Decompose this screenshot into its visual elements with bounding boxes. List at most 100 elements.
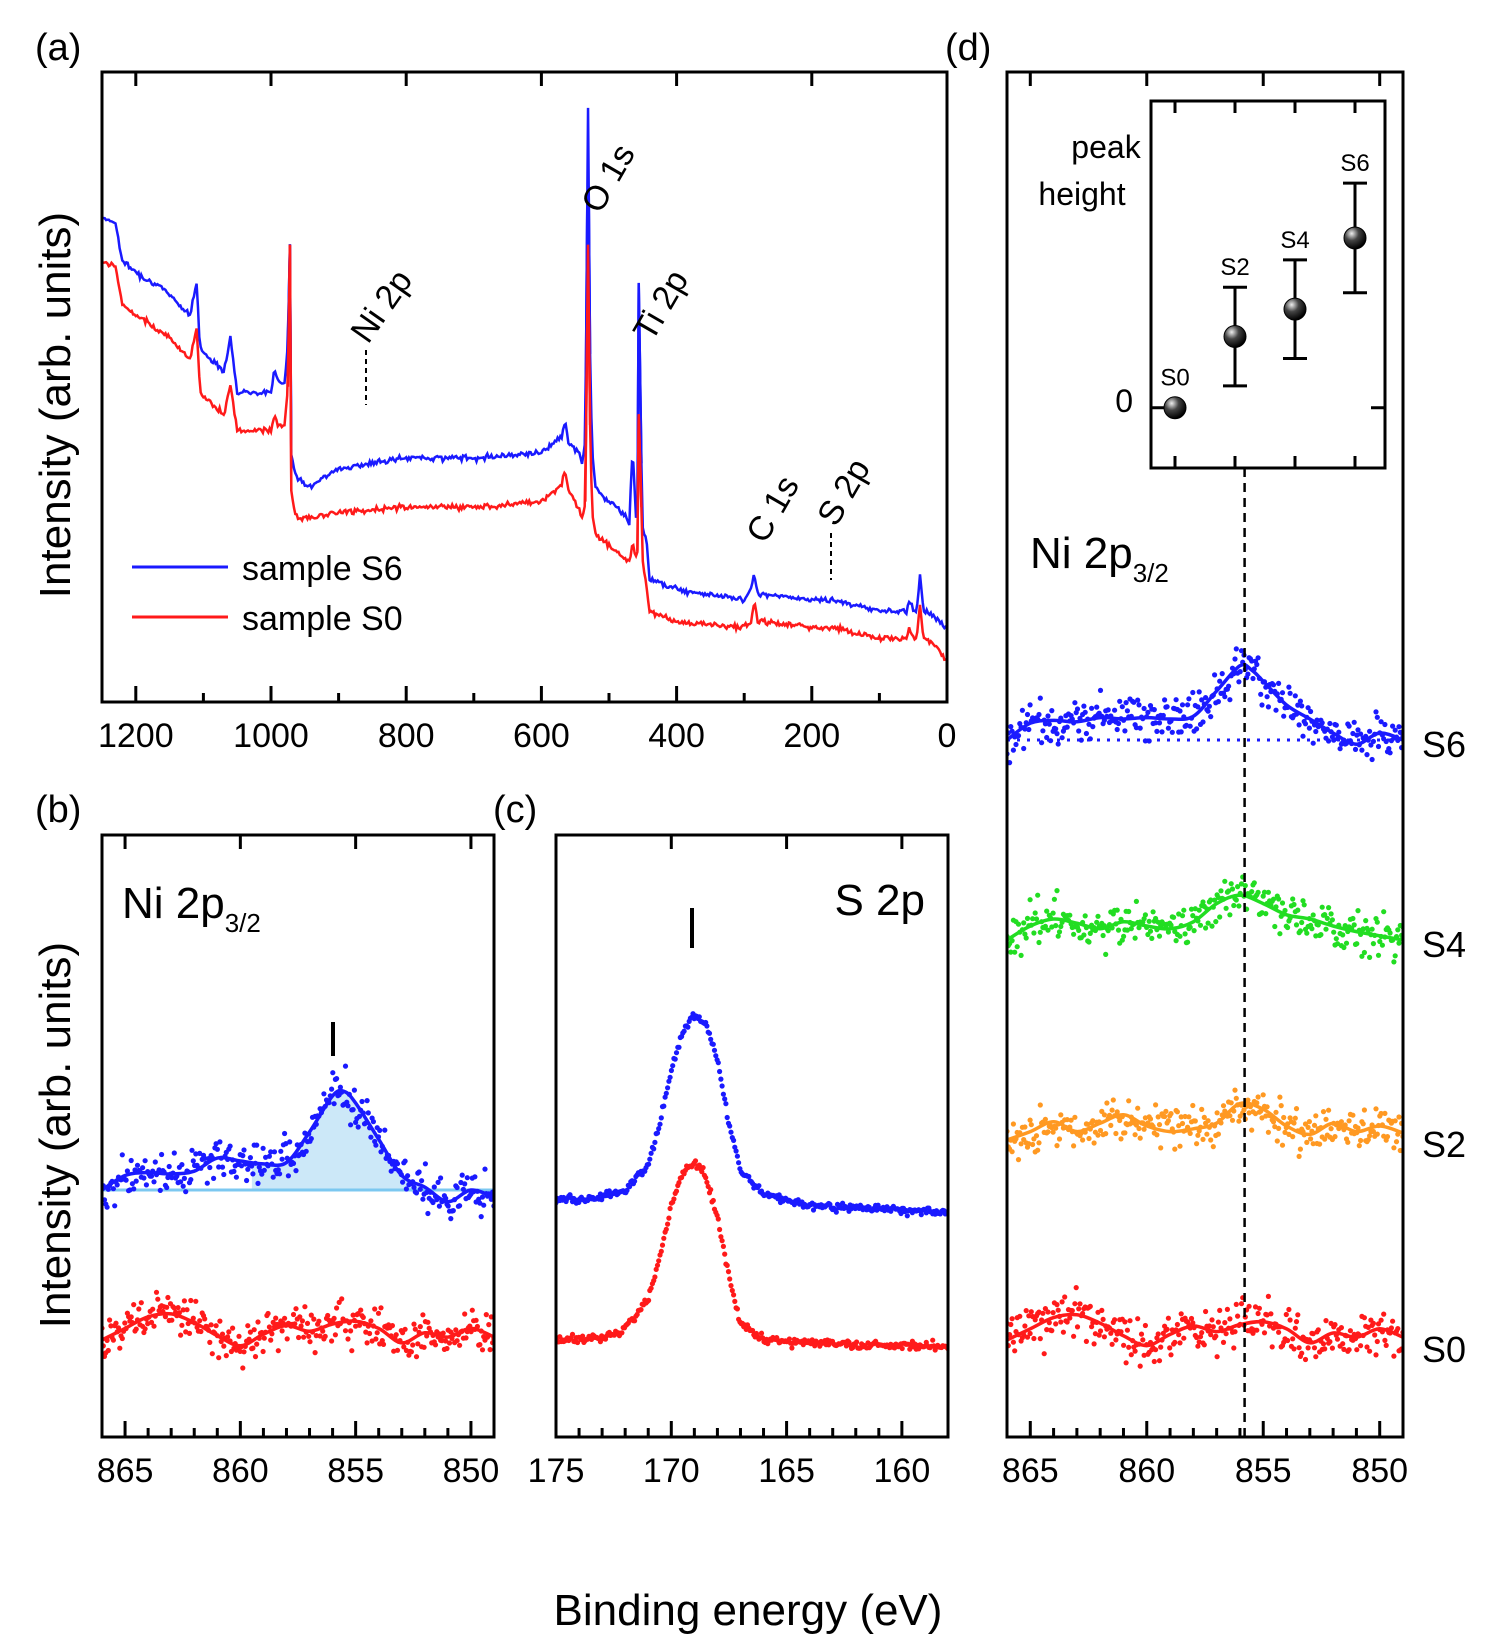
panel-d-point-s4 xyxy=(1377,938,1383,945)
panel-d-point-s0 xyxy=(1154,1335,1160,1341)
panel-d-point-s2 xyxy=(1095,1132,1101,1138)
panel-b-point-s6 xyxy=(293,1168,299,1174)
panel-d-point-s0 xyxy=(1172,1339,1178,1345)
panel-c-point-s0 xyxy=(717,1226,723,1233)
panel-d-point-s6 xyxy=(1195,704,1201,710)
panel-b-point-s0 xyxy=(339,1296,345,1302)
panel-d-point-s6 xyxy=(1367,728,1373,734)
panel-b-point-s0 xyxy=(345,1336,351,1342)
panel-d-point-s4 xyxy=(1142,912,1148,918)
panel-d-point-s4 xyxy=(1208,897,1214,903)
panel-d-point-s2 xyxy=(1326,1107,1332,1113)
panel-c-point-s6 xyxy=(904,1213,910,1219)
panel-b-point-s0 xyxy=(389,1323,395,1329)
panel-b-point-s0 xyxy=(420,1312,426,1318)
panel-d-point-s4 xyxy=(1121,933,1127,940)
panel-d-point-s6 xyxy=(1346,723,1352,729)
panel-b-point-s0 xyxy=(252,1354,259,1360)
panel-d-point-s6 xyxy=(1227,697,1233,703)
panel-b-point-s0 xyxy=(225,1334,231,1340)
panel-d-point-s2 xyxy=(1332,1134,1338,1140)
panel-d-point-s6 xyxy=(1296,722,1302,728)
panel-d-point-s0 xyxy=(1381,1311,1387,1317)
panel-d-point-s0 xyxy=(1155,1331,1161,1337)
panel-d-point-s4 xyxy=(1279,900,1286,906)
panel-d-point-s0 xyxy=(1210,1324,1216,1330)
panel-d-point-s0 xyxy=(1346,1347,1352,1353)
panel-b-point-s0 xyxy=(469,1307,475,1313)
panel-d-point-s2 xyxy=(1278,1103,1284,1109)
panel-d-point-s6 xyxy=(1237,669,1243,675)
panel-b-point-s6 xyxy=(445,1203,451,1209)
panel-b-point-s6 xyxy=(303,1148,309,1154)
panel-b-point-s6 xyxy=(114,1182,120,1188)
panel-d-point-s4 xyxy=(1105,928,1111,934)
panel-d-point-s2 xyxy=(1396,1114,1402,1120)
panel-d-point-s6 xyxy=(1258,691,1264,697)
panel-d-point-s2 xyxy=(1260,1092,1266,1098)
panel-c-point-s6 xyxy=(708,1036,714,1042)
panel-d-point-s2 xyxy=(1147,1116,1154,1122)
panel-b-point-s6 xyxy=(183,1189,189,1195)
panel-b-point-s0 xyxy=(250,1345,256,1351)
panel-d-point-s4 xyxy=(1343,940,1350,946)
panel-c-point-s0 xyxy=(899,1345,905,1352)
panel-d-point-s2 xyxy=(1374,1131,1380,1137)
panel-d-point-s4 xyxy=(1392,953,1398,959)
panel-b-point-s0 xyxy=(255,1319,261,1325)
panel-d-point-s4 xyxy=(1309,926,1315,932)
panel-d-point-s4 xyxy=(1037,929,1043,935)
panel-b-point-s6 xyxy=(254,1142,260,1148)
panel-b-point-s6 xyxy=(214,1146,220,1152)
panel-d-point-s2 xyxy=(1165,1118,1171,1124)
panel-d-point-s4 xyxy=(1082,913,1088,919)
panel-c-point-s0 xyxy=(729,1287,735,1294)
panel-d-point-s6 xyxy=(1205,708,1211,714)
panel-b-point-s0 xyxy=(279,1328,285,1334)
panel-b-point-s6 xyxy=(178,1179,184,1185)
panel-d-point-s4 xyxy=(1227,912,1233,918)
panel-c-point-s0 xyxy=(656,1258,662,1264)
panel-c-point-s6 xyxy=(918,1212,924,1218)
panel-d-point-s6 xyxy=(1053,726,1059,732)
panel-b-point-s0 xyxy=(273,1315,279,1321)
panel-d-point-s0 xyxy=(1217,1307,1223,1313)
panel-d-point-s2 xyxy=(1323,1116,1329,1122)
panel-d-point-s6 xyxy=(1286,684,1292,690)
panel-b-point-s0 xyxy=(216,1355,222,1361)
panel-d-point-s6 xyxy=(1010,747,1017,753)
panel-d-point-s6 xyxy=(1396,724,1402,730)
panel-d-point-s0 xyxy=(1153,1347,1159,1353)
panel-d-point-s2 xyxy=(1205,1118,1211,1124)
panel-b-point-s0 xyxy=(368,1318,374,1324)
panel-b-point-s6 xyxy=(430,1199,436,1206)
panel-d-point-s6 xyxy=(1076,728,1082,734)
panel-d-point-s2 xyxy=(1208,1137,1214,1143)
panel-c-point-s0 xyxy=(665,1221,671,1227)
panel-d-point-s6 xyxy=(1049,708,1055,714)
panel-b-point-s0 xyxy=(209,1351,215,1357)
panel-d-point-s6 xyxy=(1112,707,1118,713)
panel-d-point-s6 xyxy=(1055,741,1061,747)
panel-d-point-s2 xyxy=(1027,1117,1033,1123)
panel-b-point-s6 xyxy=(219,1164,226,1170)
panel-b-point-s6 xyxy=(112,1203,118,1209)
inset-ylabel-line2: height xyxy=(1038,176,1125,212)
panel-d-point-s4 xyxy=(1196,907,1202,913)
panel-b-point-s6 xyxy=(211,1175,217,1181)
panel-d-point-s4 xyxy=(1367,954,1373,961)
panel-d-point-s4 xyxy=(1242,883,1248,889)
panel-d-point-s6 xyxy=(1281,713,1287,719)
panel-d-point-s2 xyxy=(1135,1105,1141,1111)
panel-b-point-s0 xyxy=(265,1310,271,1317)
panel-d-point-s4 xyxy=(1045,927,1051,933)
panel-c-point-s6 xyxy=(661,1103,667,1109)
panel-d-point-s4 xyxy=(1081,932,1087,938)
panel-b-point-s0 xyxy=(364,1340,370,1346)
panel-d-point-s2 xyxy=(1281,1114,1287,1121)
panel-b-point-s0 xyxy=(275,1348,281,1354)
panel-d-point-s6 xyxy=(1222,694,1228,700)
panel-d-point-s4 xyxy=(1133,898,1139,905)
panel-b-point-s6 xyxy=(342,1063,349,1069)
